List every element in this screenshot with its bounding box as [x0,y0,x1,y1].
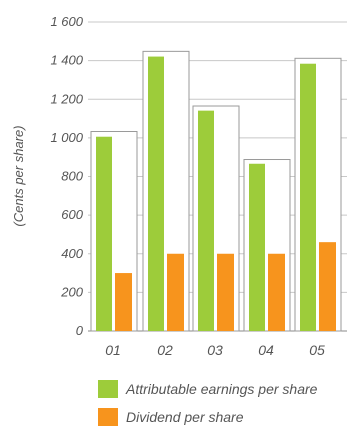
bar-dividend [217,253,234,331]
bar-earnings [96,136,112,331]
x-axis-ticks: 01 02 03 04 05 [105,342,325,358]
bar-dividend [319,242,336,331]
bar-earnings [148,56,164,332]
bar-dividend [167,253,184,331]
y-axis-title: (Cents per share) [11,125,26,226]
x-tick-label: 05 [309,342,325,358]
y-tick-label: 400 [61,246,83,261]
legend-label-earnings: Attributable earnings per share [126,381,318,397]
legend: Attributable earnings per share Dividend… [98,378,317,434]
y-tick-label: 200 [60,284,83,299]
legend-label-dividend: Dividend per share [126,409,244,425]
y-tick-label: 1 200 [50,91,83,106]
legend-swatch-earnings [98,380,118,398]
y-tick-label: 1 600 [50,14,83,29]
y-tick-label: 600 [61,207,83,222]
legend-swatch-dividend [98,408,118,426]
bars [96,56,336,332]
x-tick-label: 01 [105,342,121,358]
legend-item-earnings: Attributable earnings per share [98,378,317,400]
bar-earnings [300,63,316,332]
y-tick-label: 1 000 [50,130,83,145]
y-tick-label: 800 [61,169,83,184]
y-tick-label: 1 400 [50,53,83,68]
x-tick-label: 02 [157,342,173,358]
bar-dividend [268,253,285,331]
y-axis-ticks: 0 200 400 600 800 1 000 1 200 1 400 1 600 [50,14,83,338]
bar-earnings [198,110,214,331]
bar-earnings [249,163,265,331]
x-tick-label: 04 [258,342,274,358]
x-tick-label: 03 [207,342,223,358]
y-tick-label: 0 [76,323,84,338]
legend-item-dividend: Dividend per share [98,406,317,428]
bar-dividend [115,273,132,331]
